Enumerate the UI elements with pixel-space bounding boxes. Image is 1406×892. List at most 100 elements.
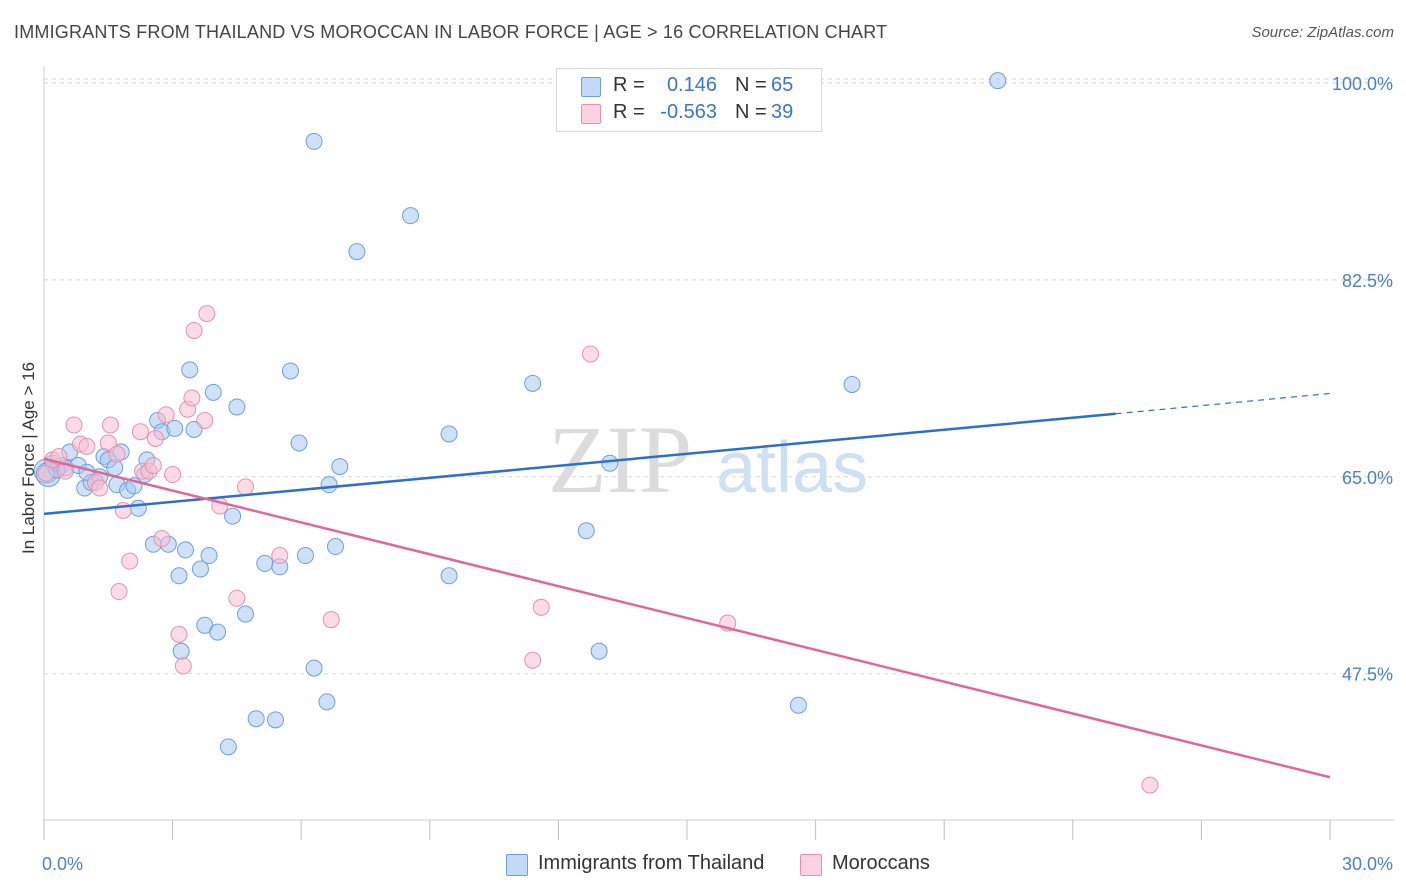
data-point-moroccans bbox=[108, 445, 126, 463]
data-point-moroccans bbox=[157, 406, 175, 424]
data-point-moroccans bbox=[170, 625, 188, 643]
y-tick-label: 100.0% bbox=[1332, 74, 1393, 94]
data-point-thailand bbox=[305, 659, 323, 677]
data-point-moroccans bbox=[532, 598, 550, 616]
data-point-thailand bbox=[266, 711, 284, 729]
data-point-thailand bbox=[256, 554, 274, 572]
legend-n-label: N = bbox=[735, 101, 767, 123]
data-point-thailand bbox=[170, 567, 188, 585]
data-point-moroccans bbox=[322, 611, 340, 629]
x-tick-label-min: 0.0% bbox=[42, 854, 83, 874]
series-thailand-points bbox=[33, 72, 1007, 756]
data-point-moroccans bbox=[236, 478, 254, 496]
data-point-thailand bbox=[348, 243, 366, 261]
data-point-moroccans bbox=[101, 416, 119, 434]
data-point-thailand bbox=[176, 541, 194, 559]
legend-label-thailand: Immigrants from Thailand bbox=[538, 852, 765, 874]
chart-source: Source: ZipAtlas.com bbox=[1251, 24, 1394, 41]
data-point-moroccans bbox=[164, 466, 182, 484]
axes bbox=[43, 66, 1394, 840]
data-point-thailand bbox=[224, 507, 242, 525]
data-point-thailand bbox=[296, 547, 314, 565]
legend-n-value-thailand: 65 bbox=[771, 74, 794, 96]
data-point-moroccans bbox=[582, 345, 600, 363]
data-point-thailand bbox=[843, 375, 861, 393]
data-point-moroccans bbox=[183, 389, 201, 407]
y-tick-label: 82.5% bbox=[1342, 271, 1393, 291]
data-point-thailand bbox=[402, 207, 420, 225]
data-point-thailand bbox=[440, 425, 458, 443]
trend-line-thailand bbox=[43, 412, 1116, 516]
data-point-thailand bbox=[281, 362, 299, 380]
data-point-moroccans bbox=[524, 651, 542, 669]
trend-extension-thailand bbox=[1115, 392, 1331, 415]
data-point-moroccans bbox=[185, 321, 203, 339]
data-point-thailand bbox=[247, 710, 265, 728]
data-point-moroccans bbox=[174, 657, 192, 675]
data-point-moroccans bbox=[121, 552, 139, 570]
data-point-thailand bbox=[326, 538, 344, 556]
data-point-moroccans bbox=[196, 411, 214, 429]
legend-n-label: N = bbox=[735, 74, 767, 96]
watermark-atlas: atlas bbox=[716, 428, 868, 508]
trend-lines bbox=[43, 392, 1331, 779]
data-point-moroccans bbox=[110, 583, 128, 601]
data-point-thailand bbox=[789, 696, 807, 714]
data-point-thailand bbox=[320, 476, 338, 494]
x-tick-label-max: 30.0% bbox=[1342, 854, 1393, 874]
legend-swatch-thailand bbox=[506, 854, 528, 876]
watermark: ZIP atlas bbox=[548, 406, 868, 513]
data-point-thailand bbox=[129, 499, 147, 517]
legend-r-value-thailand: 0.146 bbox=[666, 74, 717, 96]
data-point-thailand bbox=[440, 567, 458, 585]
grid bbox=[44, 78, 1394, 675]
data-point-thailand bbox=[318, 693, 336, 711]
data-point-moroccans bbox=[198, 305, 216, 323]
series-moroccans-points bbox=[37, 305, 1159, 794]
data-point-thailand bbox=[204, 383, 222, 401]
legend-r-label: R = bbox=[613, 101, 645, 123]
data-point-moroccans bbox=[99, 434, 117, 452]
data-point-thailand bbox=[200, 547, 218, 565]
correlation-legend: R = 0.146 N = 65 R = -0.563 N = 39 bbox=[556, 68, 822, 132]
legend-r-value-moroccans: -0.563 bbox=[660, 101, 717, 123]
data-point-thailand bbox=[989, 72, 1007, 90]
data-point-thailand bbox=[305, 132, 323, 150]
y-axis-title: In Labor Force | Age > 16 bbox=[19, 362, 38, 554]
data-point-thailand bbox=[209, 623, 227, 641]
data-point-moroccans bbox=[78, 437, 96, 455]
y-tick-label: 47.5% bbox=[1342, 665, 1393, 685]
data-point-moroccans bbox=[131, 423, 149, 441]
data-point-thailand bbox=[181, 361, 199, 379]
data-point-thailand bbox=[191, 560, 209, 578]
data-point-thailand bbox=[577, 522, 595, 540]
data-point-thailand bbox=[172, 642, 190, 660]
data-point-moroccans bbox=[228, 589, 246, 607]
y-tick-label: 65.0% bbox=[1342, 468, 1393, 488]
data-point-thailand bbox=[590, 642, 608, 660]
data-point-thailand bbox=[524, 374, 542, 392]
data-point-moroccans bbox=[146, 429, 164, 447]
legend-label-moroccans: Moroccans bbox=[832, 852, 930, 874]
legend-r-label: R = bbox=[613, 74, 645, 96]
data-point-thailand bbox=[290, 434, 308, 452]
legend-swatch-moroccans bbox=[581, 104, 601, 124]
series-legend: Immigrants from Thailand Moroccans bbox=[0, 850, 1406, 880]
data-point-moroccans bbox=[65, 416, 83, 434]
tick-labels: 47.5% 65.0% 82.5% 100.0% 0.0% 30.0% bbox=[42, 74, 1393, 874]
legend-n-value-moroccans: 39 bbox=[771, 101, 794, 123]
data-point-moroccans bbox=[271, 547, 289, 565]
data-point-thailand bbox=[331, 458, 349, 476]
legend-row-moroccans: R = -0.563 N = 39 bbox=[557, 101, 821, 127]
data-point-thailand bbox=[236, 605, 254, 623]
legend-swatch-thailand bbox=[581, 77, 601, 97]
chart-title: IMMIGRANTS FROM THAILAND VS MOROCCAN IN … bbox=[14, 22, 888, 42]
legend-swatch-moroccans bbox=[800, 854, 822, 876]
data-point-thailand bbox=[228, 398, 246, 416]
data-point-thailand bbox=[166, 419, 184, 437]
data-point-thailand bbox=[219, 738, 237, 756]
data-point-moroccans bbox=[153, 530, 171, 548]
data-point-moroccans bbox=[1141, 776, 1159, 794]
data-point-thailand bbox=[601, 454, 619, 472]
